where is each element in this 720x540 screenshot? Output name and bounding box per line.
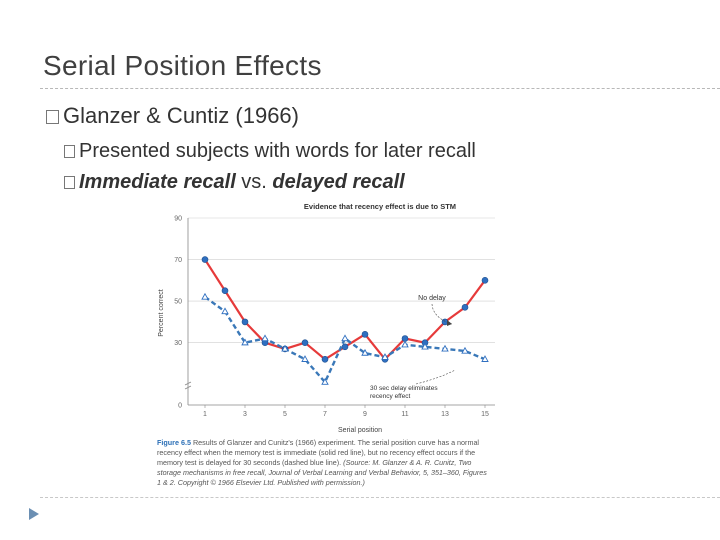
no-delay-point [361,331,369,338]
delay-point [301,355,309,362]
x-tick-label: 3 [243,411,247,418]
delay-point [401,340,409,348]
y-tick-label: 50 [174,299,182,306]
delay-point [421,342,429,350]
delay-point [281,344,289,352]
title-divider [40,88,720,89]
chart-title: Evidence that recency effect is due to S… [304,202,456,211]
delay-point [381,353,389,360]
delay-point [321,378,329,385]
delay-point [441,344,449,352]
annotation-delay-line1: 30 sec delay eliminates [370,385,438,392]
x-tick-label: 1 [203,411,207,418]
no-delay-point [321,355,329,363]
bullet-icon [64,176,75,189]
slide-title: Serial Position Effects [43,50,322,81]
figure-caption: Figure 6.5 Results of Glanzer and Cunitz… [157,438,487,488]
delay-point [261,334,269,342]
delay-point [341,334,349,342]
no-delay-point [221,287,229,295]
x-axis-label: Serial position [338,427,382,434]
delay-point [221,307,229,315]
no-delay-point [481,277,489,284]
next-slide-arrow-icon[interactable] [28,507,40,521]
bullet2a-text: Presented subjects with words for later … [79,140,476,162]
x-tick-label: 13 [441,411,449,418]
delay-point [361,348,369,356]
bullet-level2-b: Immediate recall vs. delayed recall [64,171,405,194]
bullet1-text: Glanzer & Cuntiz (1966) [63,103,299,128]
x-tick-label: 15 [481,411,489,418]
caption-source: (Source: M. Glanzer & A. R. Cunitz, Two … [157,458,487,487]
bullet-level2-a: Presented subjects with words for later … [64,140,476,163]
bullet2b-vs: vs. [235,171,273,193]
chart-series [201,256,489,385]
no-delay-point [461,304,469,311]
arrow-head [447,320,452,326]
bullet2b-immediate: Immediate recall [79,171,236,193]
annotation-no-delay: No delay [418,295,446,302]
axis-break-mark [184,381,192,390]
no-delay-point [301,339,309,346]
annotation-delay-line2: recency effect [370,393,411,400]
no-delay-point [401,335,409,342]
no-delay-point [201,256,209,263]
bullet-icon [46,110,59,124]
series-line-delay [204,295,486,384]
y-tick-label: 70 [174,257,182,264]
chart-annotations: No delay 30 sec delay eliminates recency e… [370,295,456,400]
delay-point [241,338,249,346]
annotation-delay-arrow [415,369,456,385]
delay-point [201,292,209,300]
no-delay-point [341,343,349,351]
serial-position-chart: Evidence that recency effect is due to S… [158,202,495,434]
bullet2b-delayed: delayed recall [272,171,405,193]
x-tick-label: 11 [401,411,408,418]
no-delay-point [241,318,249,326]
bullet-icon [64,145,75,158]
x-tick-label: 7 [323,411,327,418]
y-tick-label: 30 [174,340,182,347]
y-axis-label: Percent correct [158,289,165,337]
x-tick-label: 5 [283,411,287,418]
bullet-level1: Glanzer & Cuntiz (1966) [46,103,299,129]
y-tick-label: 0 [178,403,182,410]
figure-label: Figure 6.5 [157,438,191,447]
caption-text: Results of Glanzer and Cunitz's (1966) e… [157,438,480,467]
delay-point [461,346,469,354]
footer-divider [40,497,720,498]
y-tick-label: 90 [174,216,182,223]
chart-grid [188,217,495,343]
x-tick-label: 9 [363,411,367,418]
delay-point [481,355,489,362]
annotation-delay: 30 sec delay eliminates recency effect [370,385,438,400]
